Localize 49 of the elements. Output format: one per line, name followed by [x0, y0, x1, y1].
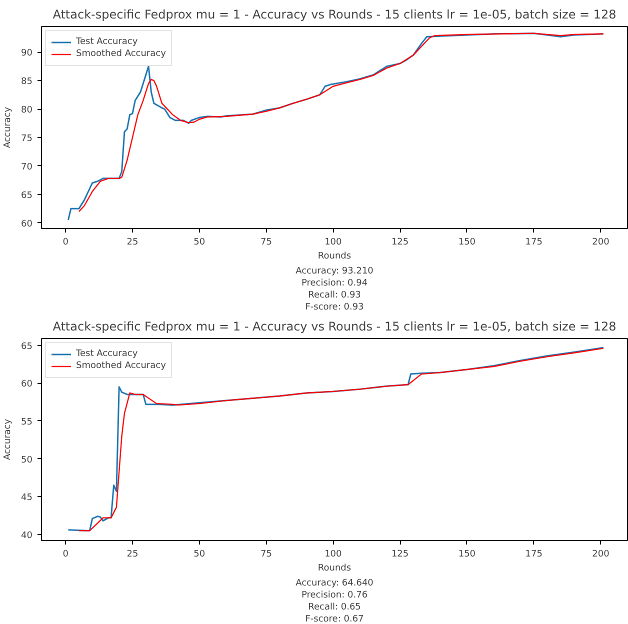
y-tick-label: 90 — [21, 48, 33, 59]
text: Recall: 0.65 — [308, 602, 361, 612]
y-tick-label: 80 — [21, 106, 33, 116]
chart-title: Attack-specific Fedprox mu = 1 - Accuracy vs Rounds - 15 clients lr = 1e-05, batch size = 128 — [52, 8, 616, 22]
text: Precision: 0.76 — [301, 590, 368, 600]
x-tick-label: 0 — [62, 550, 69, 560]
text: Accuracy: 93.210 — [296, 266, 374, 276]
legend-label: Test Accuracy — [76, 36, 138, 48]
legend-label: Smoothed Accuracy — [76, 360, 166, 372]
x-tick-label: 25 — [126, 238, 138, 248]
x-tick-label: 150 — [458, 238, 476, 248]
x-tick-label: 0 — [62, 238, 69, 248]
x-tick-label: 50 — [194, 238, 206, 248]
x-tick-label: 50 — [194, 550, 206, 560]
x-tick-label: 200 — [592, 238, 610, 248]
x-tick-label: 175 — [525, 238, 542, 248]
y-tick-label: 75 — [21, 134, 32, 144]
text: Recall: 0.93 — [308, 290, 361, 300]
y-tick-label: 60 — [21, 380, 33, 390]
y-tick-label: 45 — [21, 493, 32, 504]
y-tick-label: 50 — [21, 455, 33, 466]
x-axis-title: Rounds — [318, 564, 352, 574]
y-axis-title: Accuracy — [3, 418, 14, 460]
legend-label: Smoothed Accuracy — [76, 48, 166, 60]
text: F-score: 0.67 — [305, 614, 364, 624]
x-tick-label: 75 — [260, 550, 272, 560]
y-tick-label: 85 — [21, 77, 32, 88]
x-tick-label: 100 — [324, 550, 342, 560]
x-tick-label: 150 — [458, 550, 476, 560]
x-tick-label: 25 — [126, 550, 138, 560]
x-tick-label: 75 — [260, 238, 272, 248]
y-tick-label: 40 — [21, 530, 33, 541]
y-tick-label: 70 — [21, 162, 33, 172]
x-tick-label: 175 — [525, 550, 542, 560]
y-axis-title: Accuracy — [3, 106, 14, 148]
x-tick-label: 125 — [391, 238, 409, 248]
text: F-score: 0.93 — [305, 302, 364, 312]
text: Accuracy: 64.640 — [296, 578, 374, 588]
chart-title: Attack-specific Fedprox mu = 1 - Accuracy vs Rounds - 15 clients lr = 1e-05, batch size = 128 — [52, 320, 616, 334]
x-tick-label: 100 — [324, 238, 342, 248]
legend-label: Test Accuracy — [76, 348, 138, 360]
x-axis-title: Rounds — [318, 252, 352, 262]
x-tick-label: 125 — [391, 550, 409, 560]
x-tick-label: 200 — [592, 550, 610, 560]
y-tick-label: 60 — [21, 219, 33, 230]
y-tick-label: 65 — [21, 342, 32, 352]
text: Precision: 0.94 — [301, 278, 368, 288]
y-tick-label: 65 — [21, 190, 32, 201]
y-tick-label: 55 — [21, 417, 32, 428]
